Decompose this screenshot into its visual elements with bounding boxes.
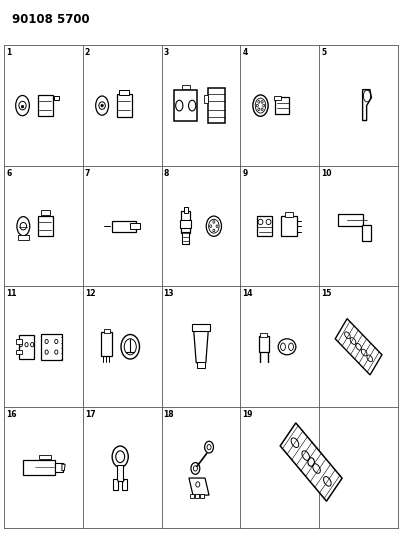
Text: 14: 14 (242, 289, 252, 298)
Bar (192, 325, 209, 331)
Bar (199, 494, 203, 498)
Bar (260, 333, 266, 337)
Bar (41, 334, 61, 360)
Text: 7: 7 (85, 168, 90, 177)
Bar (103, 329, 110, 333)
Text: 2: 2 (85, 48, 90, 57)
Polygon shape (188, 478, 209, 495)
Bar (274, 97, 288, 114)
Polygon shape (193, 331, 208, 363)
Polygon shape (113, 479, 118, 490)
Bar (116, 94, 132, 117)
Bar (38, 216, 53, 236)
Bar (54, 96, 59, 100)
Text: 1: 1 (6, 48, 11, 57)
Bar (258, 336, 268, 352)
Ellipse shape (112, 446, 128, 467)
Polygon shape (122, 479, 127, 490)
Text: 16: 16 (6, 410, 16, 419)
Bar (119, 90, 129, 95)
Ellipse shape (17, 216, 30, 236)
Bar (190, 494, 194, 498)
Bar (41, 211, 50, 215)
Text: 17: 17 (85, 410, 95, 419)
Bar (361, 224, 370, 240)
Ellipse shape (95, 96, 108, 115)
Bar (16, 350, 22, 354)
Bar (180, 220, 191, 228)
Polygon shape (62, 464, 65, 471)
Polygon shape (23, 460, 55, 475)
Bar (183, 207, 187, 213)
Polygon shape (55, 463, 63, 472)
Bar (19, 335, 34, 359)
Bar (273, 96, 280, 100)
Bar (196, 362, 205, 368)
Bar (38, 95, 53, 116)
Text: 5: 5 (320, 48, 326, 57)
Ellipse shape (206, 216, 221, 236)
Bar (181, 85, 189, 89)
Bar (280, 216, 296, 236)
Bar (203, 95, 207, 103)
Bar (279, 423, 341, 501)
Bar (100, 333, 111, 356)
Ellipse shape (121, 335, 139, 359)
Ellipse shape (204, 441, 213, 453)
Bar (130, 223, 140, 229)
Bar (338, 214, 362, 225)
Text: 10: 10 (320, 168, 331, 177)
Bar (334, 319, 381, 375)
Ellipse shape (190, 463, 199, 474)
Text: 3: 3 (163, 48, 168, 57)
Text: 9: 9 (242, 168, 247, 177)
Bar (284, 212, 292, 216)
Polygon shape (362, 90, 371, 120)
Bar (207, 88, 224, 123)
Ellipse shape (277, 339, 295, 355)
Bar (174, 90, 197, 121)
Ellipse shape (21, 106, 24, 108)
Text: 6: 6 (6, 168, 11, 177)
Bar (112, 221, 136, 231)
Bar (181, 211, 190, 232)
Text: 4: 4 (242, 48, 247, 57)
Text: 13: 13 (163, 289, 174, 298)
Ellipse shape (252, 95, 267, 116)
Bar (182, 232, 189, 244)
Text: 15: 15 (320, 289, 331, 298)
Ellipse shape (101, 104, 103, 107)
Text: 90108 5700: 90108 5700 (12, 13, 89, 26)
Text: 18: 18 (163, 410, 174, 419)
Text: 12: 12 (85, 289, 95, 298)
Bar (194, 494, 198, 498)
Bar (256, 216, 271, 236)
Text: 8: 8 (163, 168, 168, 177)
Text: 11: 11 (6, 289, 16, 298)
Bar (39, 455, 51, 459)
Bar (18, 235, 29, 239)
Bar (117, 465, 123, 481)
Ellipse shape (16, 95, 29, 116)
Bar (16, 340, 22, 344)
Text: 19: 19 (242, 410, 252, 419)
